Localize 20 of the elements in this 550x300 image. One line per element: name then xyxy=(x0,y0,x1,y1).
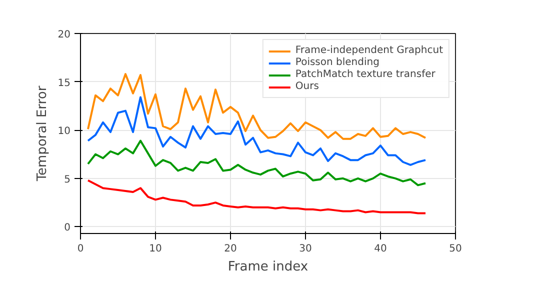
x-tick-label: 40 xyxy=(374,244,387,254)
x-tick-label: 20 xyxy=(224,244,237,254)
line-series xyxy=(87,140,426,186)
legend-label: Poisson blending xyxy=(295,57,380,68)
y-tick-label: 15 xyxy=(58,78,71,89)
line-series xyxy=(87,96,426,166)
x-axis-title: Frame index xyxy=(228,260,308,274)
legend-label: Ours xyxy=(295,81,319,92)
y-axis-title: Temporal Error xyxy=(34,85,50,182)
y-tick-label: 0 xyxy=(64,222,71,234)
legend-label: PatchMatch texture transfer xyxy=(295,69,436,80)
y-tick-label: 5 xyxy=(64,174,71,186)
y-tick-label: 20 xyxy=(58,30,71,40)
x-tick-label: 0 xyxy=(77,244,84,254)
x-tick-label: 10 xyxy=(149,244,162,254)
line-series xyxy=(87,179,426,214)
legend-label: Frame-independent Graphcut xyxy=(295,45,443,56)
x-tick-label: 30 xyxy=(299,244,312,254)
y-tick-label: 10 xyxy=(58,126,71,138)
x-tick-label: 50 xyxy=(449,244,462,254)
